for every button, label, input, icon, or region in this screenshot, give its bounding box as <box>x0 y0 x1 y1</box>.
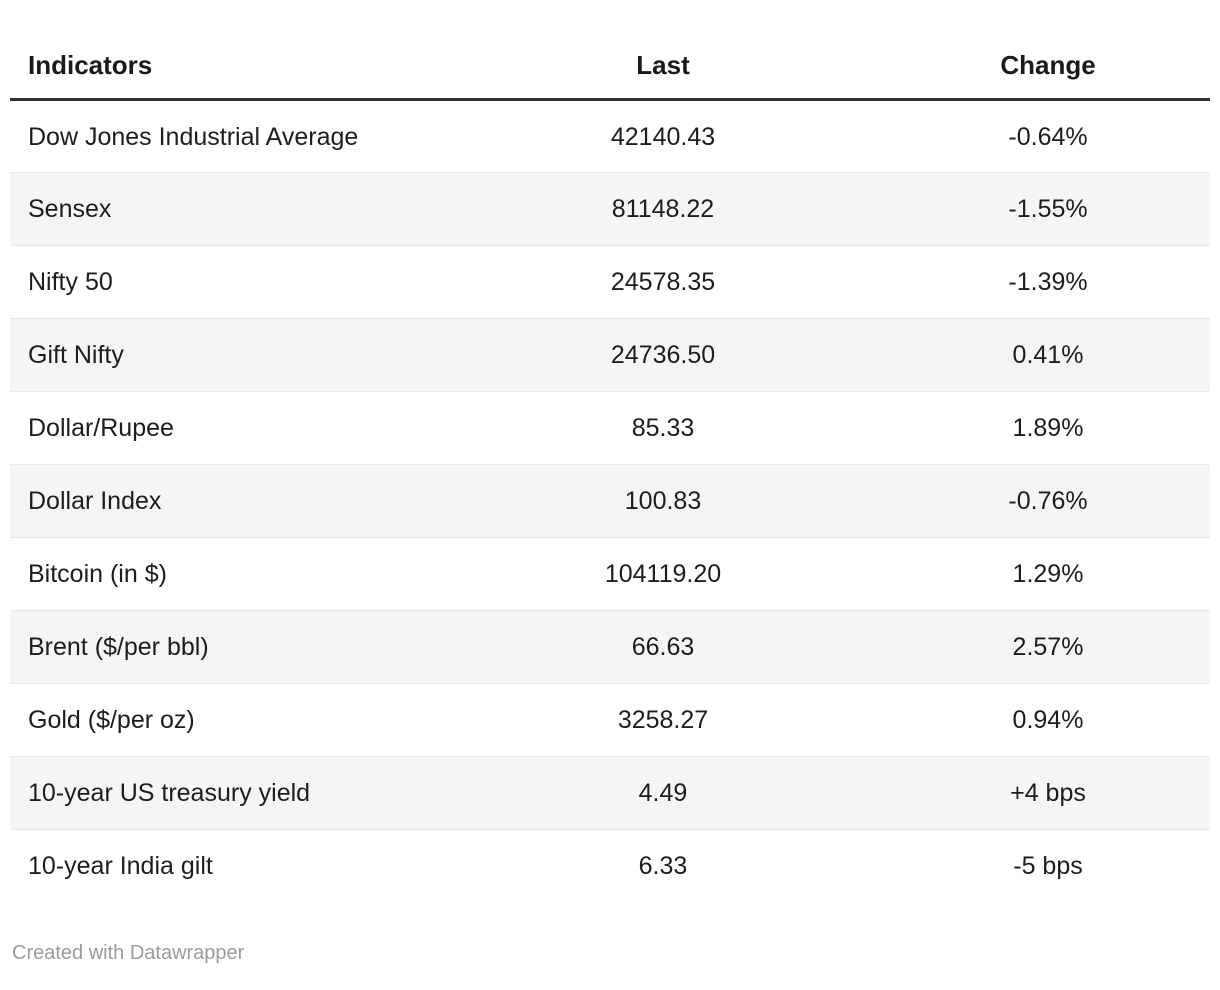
cell-indicator: Brent ($/per bbl) <box>28 633 209 661</box>
indicators-table: Indicators Last Change Dow Jones Industr… <box>10 10 1210 903</box>
table-row: Brent ($/per bbl) 66.63 2.57% <box>10 610 1210 684</box>
attribution: Created with Datawrapper <box>12 941 1210 965</box>
cell-indicator: Dollar/Rupee <box>28 414 174 442</box>
header-row: Indicators Last Change <box>10 10 1210 100</box>
datawrapper-attribution-link[interactable]: Created with Datawrapper <box>12 941 245 964</box>
cell-last: 81148.22 <box>611 195 715 223</box>
table-body: Dow Jones Industrial Average 42140.43 -0.6… <box>10 100 1210 903</box>
cell-indicator: 10-year India gilt <box>28 852 213 881</box>
cell-last: 100.83 <box>624 487 702 515</box>
cell-last: 85.33 <box>631 414 695 442</box>
cell-change: 0.41% <box>1012 341 1084 369</box>
column-header-indicators: Indicators <box>28 50 153 80</box>
cell-last: 24578.35 <box>610 268 716 296</box>
cell-change: +4 bps <box>1010 779 1086 807</box>
cell-indicator: Dow Jones Industrial Average <box>28 122 359 151</box>
table-row: Gold ($/per oz) 3258.27 0.94% <box>10 684 1210 757</box>
datawrapper-table-page: Indicators Last Change Dow Jones Industr… <box>10 10 1210 965</box>
table-row: Gift Nifty 24736.50 0.41% <box>10 318 1210 392</box>
cell-indicator: Sensex <box>28 195 112 223</box>
cell-indicator: Dollar Index <box>28 487 162 515</box>
cell-indicator: Bitcoin (in $) <box>28 560 167 588</box>
cell-change: -1.55% <box>1008 195 1088 223</box>
cell-indicator: 10-year US treasury yield <box>28 779 311 807</box>
cell-last: 6.33 <box>638 852 688 881</box>
cell-change: -0.76% <box>1008 487 1088 515</box>
table-row: Dollar Index 100.83 -0.76% <box>10 464 1210 538</box>
table-row: Nifty 50 24578.35 -1.39% <box>10 246 1210 319</box>
cell-change: 0.94% <box>1012 706 1084 734</box>
cell-change: 2.57% <box>1012 633 1084 661</box>
table-row: Dow Jones Industrial Average 42140.43 -0.6… <box>10 100 1210 173</box>
table-row: 10-year India gilt 6.33 -5 bps <box>10 830 1210 903</box>
table-row: Bitcoin (in $) 104119.20 1.29% <box>10 538 1210 611</box>
column-header-last: Last <box>636 50 690 80</box>
cell-last: 3258.27 <box>617 706 709 734</box>
table-row: Dollar/Rupee 85.33 1.89% <box>10 392 1210 465</box>
cell-change: -1.39% <box>1008 268 1088 296</box>
column-header-change: Change <box>1000 50 1096 80</box>
cell-change: -5 bps <box>1013 852 1083 881</box>
cell-last: 66.63 <box>631 633 695 661</box>
cell-last: 104119.20 <box>604 560 722 588</box>
cell-last: 4.49 <box>638 779 688 807</box>
cell-change: 1.29% <box>1012 560 1084 588</box>
cell-change: -0.64% <box>1008 122 1088 151</box>
cell-indicator: Nifty 50 <box>28 268 113 296</box>
cell-change: 1.89% <box>1012 414 1084 442</box>
cell-last: 42140.43 <box>610 122 716 151</box>
cell-indicator: Gift Nifty <box>28 341 124 369</box>
table-row: Sensex 81148.22 -1.55% <box>10 172 1210 246</box>
cell-last: 24736.50 <box>610 341 716 369</box>
table-row: 10-year US treasury yield 4.49 +4 bps <box>10 756 1210 830</box>
cell-indicator: Gold ($/per oz) <box>28 706 195 734</box>
